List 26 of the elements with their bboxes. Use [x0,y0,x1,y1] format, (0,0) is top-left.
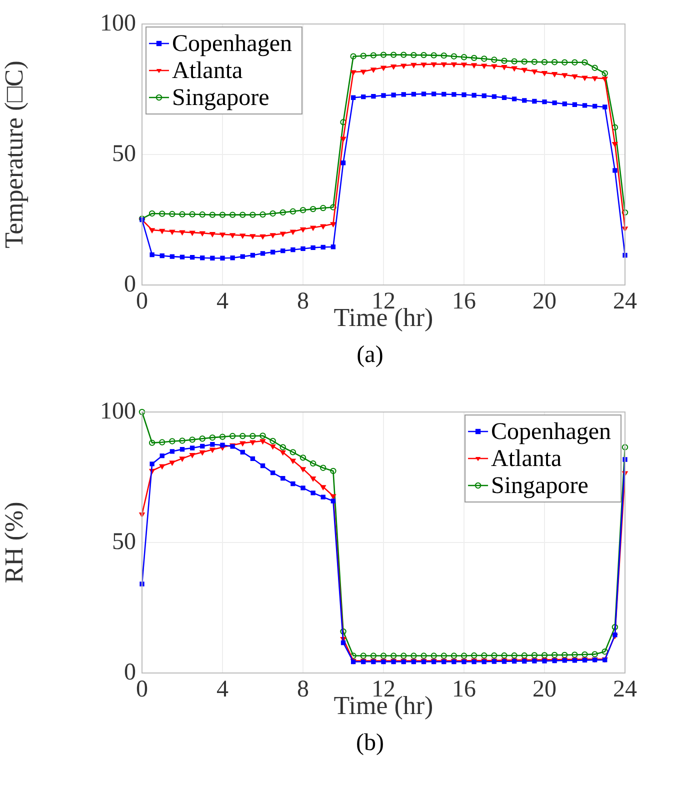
x-tick-label: 20 [532,288,556,315]
y-axis-title: Temperature (□C) [0,60,28,248]
y-tick-label: 0 [124,659,136,686]
y-tick-label: 50 [112,140,136,167]
legend-label: Copenhagen [172,30,292,57]
y-tick-label: 50 [112,528,136,555]
x-tick-label: 16 [452,288,476,315]
text: (a) [356,341,384,370]
legend-label: Copenhagen [491,418,612,445]
y-tick-label: 0 [124,271,136,298]
legend-label: Atlanta [172,58,243,84]
x-tick-label: 8 [297,676,309,703]
text: (b) [355,729,385,758]
y-tick-label: 100 [100,10,136,36]
x-tick-label: 24 [613,288,637,315]
x-tick-label: 16 [452,676,476,703]
y-axis-title: RH (%) [0,502,28,584]
x-tick-label: 24 [613,676,637,703]
legend-label: Atlanta [491,446,562,472]
legend-label: Singapore [172,84,270,111]
y-tick-label: 100 [100,398,136,424]
x-tick-label: 4 [216,676,228,703]
x-tick-label: 8 [297,288,309,315]
x-tick-label: 4 [216,288,228,315]
legend-label: Singapore [491,472,588,499]
x-tick-label: 20 [532,676,556,703]
